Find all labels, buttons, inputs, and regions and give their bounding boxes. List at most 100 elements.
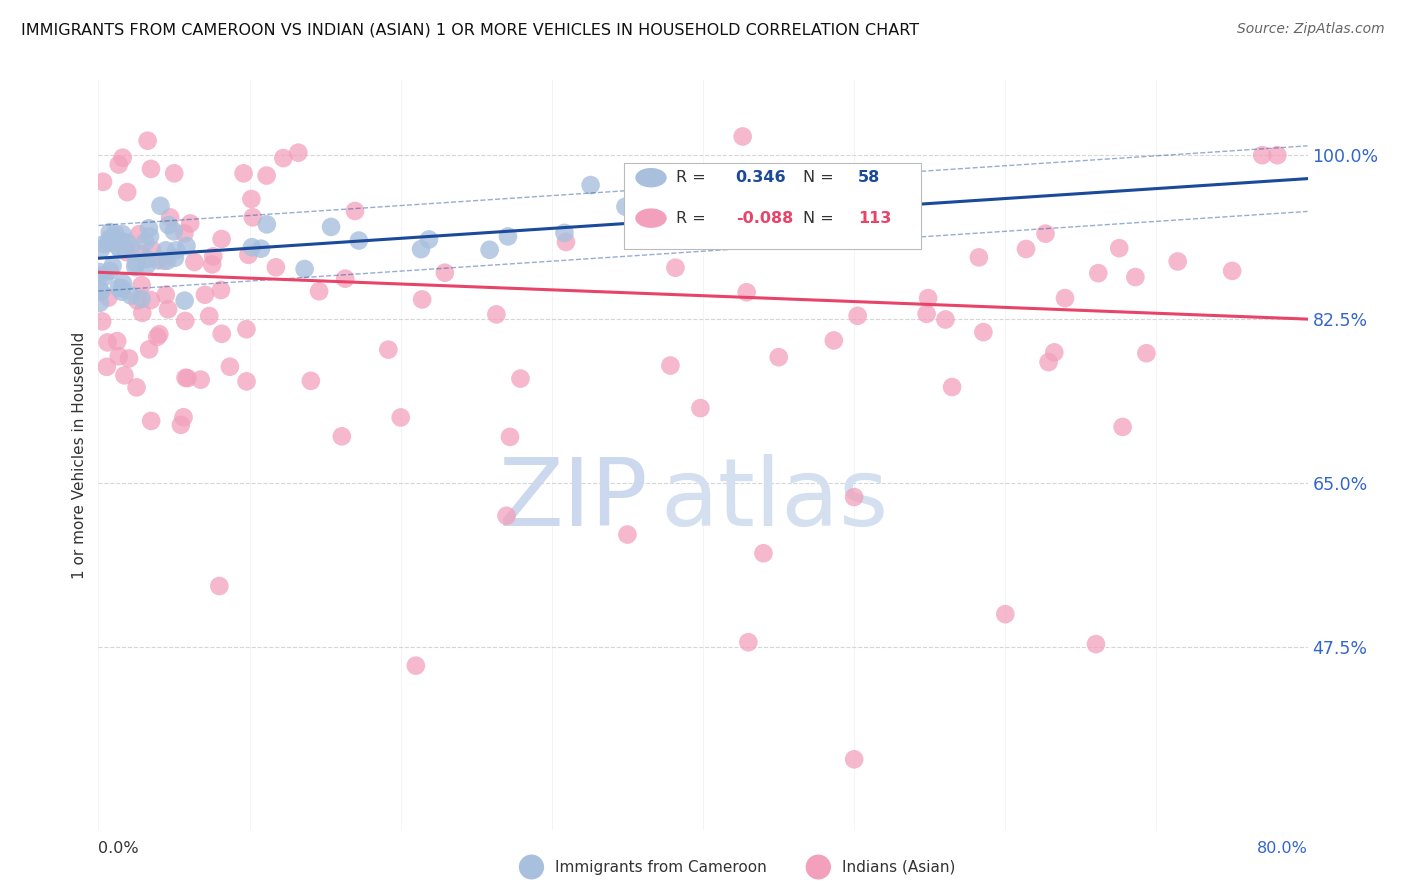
Point: [377, 343, 399, 357]
Point: [173, 410, 195, 425]
Point: [846, 309, 869, 323]
Point: [208, 579, 231, 593]
Text: 80.0%: 80.0%: [1257, 841, 1308, 855]
Point: [235, 375, 257, 389]
Point: [89, 265, 111, 279]
Point: [170, 417, 193, 432]
Point: [209, 283, 232, 297]
Point: [174, 371, 197, 385]
Point: [107, 239, 129, 253]
Point: [411, 293, 433, 307]
Circle shape: [636, 168, 666, 187]
Point: [120, 288, 142, 302]
Point: [256, 218, 278, 232]
Point: [98, 231, 121, 245]
Point: [967, 251, 990, 265]
Point: [664, 260, 686, 275]
Point: [163, 166, 186, 180]
Point: [114, 243, 136, 257]
Point: [495, 508, 517, 523]
Point: [153, 253, 176, 268]
Point: [135, 252, 157, 266]
Point: [752, 546, 775, 560]
Point: [111, 285, 134, 299]
Point: [117, 235, 139, 250]
Point: [174, 314, 197, 328]
Point: [125, 380, 148, 394]
Point: [115, 185, 138, 199]
Point: [1167, 254, 1189, 268]
Point: [136, 134, 159, 148]
Point: [111, 277, 134, 291]
Point: [1135, 346, 1157, 360]
Point: [89, 268, 111, 283]
Point: [616, 527, 638, 541]
Point: [689, 401, 711, 416]
Point: [125, 256, 148, 270]
Point: [721, 216, 744, 230]
Point: [148, 327, 170, 342]
Point: [1251, 148, 1274, 162]
Point: [149, 199, 172, 213]
Point: [90, 242, 112, 256]
Point: [108, 281, 131, 295]
Point: [485, 307, 508, 321]
Point: [111, 234, 134, 248]
Text: N =: N =: [803, 170, 839, 186]
Point: [138, 343, 160, 357]
Circle shape: [636, 209, 666, 227]
Point: [240, 240, 263, 254]
Point: [1043, 345, 1066, 359]
Point: [139, 161, 162, 176]
Text: Source: ZipAtlas.com: Source: ZipAtlas.com: [1237, 22, 1385, 37]
Point: [101, 259, 124, 273]
Point: [1125, 270, 1147, 285]
Point: [347, 234, 370, 248]
Point: [643, 202, 665, 216]
Point: [1220, 264, 1243, 278]
Point: [250, 242, 273, 256]
Point: [405, 658, 427, 673]
Point: [343, 204, 366, 219]
Text: Indians (Asian): Indians (Asian): [842, 860, 956, 874]
Point: [91, 314, 114, 328]
Point: [155, 244, 177, 258]
Point: [183, 255, 205, 269]
Point: [433, 266, 456, 280]
Point: [294, 262, 316, 277]
Point: [129, 246, 152, 260]
Point: [157, 218, 180, 232]
Point: [146, 253, 169, 268]
Point: [105, 334, 128, 348]
Point: [93, 236, 115, 251]
Point: [98, 264, 121, 278]
Point: [120, 242, 142, 256]
Point: [287, 145, 309, 160]
Point: [1038, 355, 1060, 369]
Point: [165, 244, 187, 258]
Point: [299, 374, 322, 388]
Point: [110, 243, 132, 257]
Point: [131, 292, 153, 306]
Point: [218, 359, 240, 374]
Point: [111, 151, 134, 165]
Point: [232, 166, 254, 180]
Point: [264, 260, 287, 275]
Point: [418, 232, 440, 246]
Point: [111, 227, 134, 241]
Point: [131, 278, 153, 293]
Point: [90, 285, 112, 299]
Point: [115, 245, 138, 260]
Point: [104, 233, 127, 247]
Point: [256, 169, 278, 183]
Point: [844, 490, 866, 504]
Point: [211, 232, 233, 246]
Point: [915, 307, 938, 321]
Text: -0.088: -0.088: [735, 211, 793, 226]
Point: [319, 219, 342, 234]
Point: [163, 251, 186, 265]
Point: [98, 235, 121, 250]
Point: [1111, 420, 1133, 434]
Point: [737, 635, 759, 649]
Point: [1035, 227, 1057, 241]
